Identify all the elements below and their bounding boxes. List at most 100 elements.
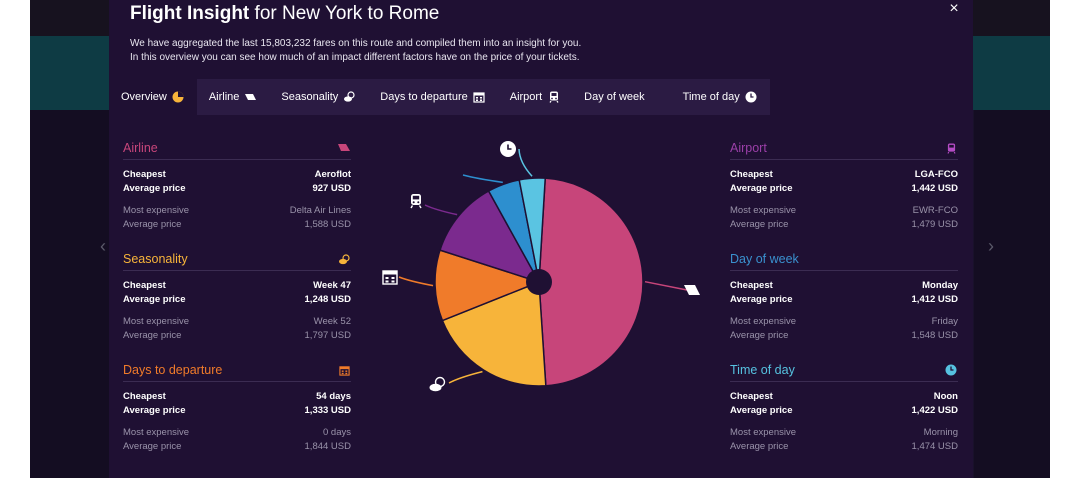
tab-day-of-week[interactable]: Day of week (572, 79, 671, 115)
background-right-panel (974, 110, 1050, 478)
section-header: Time of day (730, 359, 958, 382)
airplane-icon (684, 285, 700, 295)
cheapest-price-row: Average price 1,333 USD (123, 404, 351, 418)
expensive-block: Most expensive Week 52 Average price 1,797… (123, 315, 351, 343)
pie-leader-day-of-week (462, 174, 503, 184)
cheapest-row: Cheapest Noon (730, 390, 958, 404)
chevron-right-icon[interactable]: › (988, 236, 994, 256)
cheapest-block: Cheapest Aeroflot Average price 927 USD (123, 168, 351, 196)
label: Average price (123, 219, 182, 230)
label: Most expensive (730, 427, 797, 438)
expensive-block: Most expensive Delta Air Lines Average pr… (123, 204, 351, 232)
label: Average price (730, 405, 793, 416)
pie-leader-seasonality (448, 370, 483, 384)
price-factor-pie-chart[interactable] (369, 115, 709, 478)
tab-seasonality[interactable]: Seasonality (269, 79, 368, 115)
expensive-row: Most expensive Friday (730, 315, 958, 329)
modal-header: Flight Insight for New York to Rome × We… (109, 0, 973, 120)
value: 1,548 USD (911, 330, 958, 341)
label: Average price (123, 441, 182, 452)
value: Monday (922, 280, 958, 291)
cheapest-price-row: Average price 927 USD (123, 182, 351, 196)
tab-label: Overview (121, 91, 167, 103)
cheapest-price-row: Average price 1,412 USD (730, 293, 958, 307)
tab-label: Airline (208, 91, 240, 103)
section-day-of-week: Day of week Cheapest Monday Average price… (730, 248, 958, 343)
value: 1,797 USD (304, 330, 351, 341)
value: Week 47 (313, 280, 351, 291)
cheapest-block: Cheapest Monday Average price 1,412 USD (730, 279, 958, 307)
tab-bar: Overview Airline Seasonality Days to dep… (109, 79, 770, 115)
description-line-1: We have aggregated the last 15,803,232 f… (130, 38, 582, 49)
train-icon (410, 194, 422, 209)
label: Cheapest (123, 280, 166, 291)
pie-slice-airline[interactable] (538, 177, 644, 387)
pie-center-hole (526, 269, 552, 295)
expensive-block: Most expensive Morning Average price 1,474… (730, 426, 958, 454)
close-icon[interactable]: × (949, 0, 959, 17)
train-icon (547, 91, 560, 104)
value: 1,844 USD (304, 441, 351, 452)
value: 1,422 USD (911, 405, 958, 416)
tab-overview[interactable]: Overview (109, 79, 197, 115)
pie-slice-days-to-departure[interactable] (434, 249, 542, 322)
value: 1,479 USD (911, 219, 958, 230)
value: 1,442 USD (911, 183, 958, 194)
pie-slice-time-of-day[interactable] (518, 177, 547, 283)
tab-days-to-departure[interactable]: Days to departure (368, 79, 497, 115)
cheapest-block: Cheapest 54 days Average price 1,333 USD (123, 390, 351, 418)
pie-leader-airline (644, 280, 688, 291)
train-icon (944, 141, 958, 155)
value: Noon (933, 391, 958, 402)
label: Average price (123, 294, 186, 305)
pie-slice-seasonality[interactable] (441, 280, 547, 387)
chevron-left-icon[interactable]: ‹ (100, 236, 106, 256)
tab-label: Seasonality (281, 91, 339, 103)
description-line-2: In this overview you can see how much of… (130, 52, 580, 63)
value: 1,474 USD (911, 441, 958, 452)
pie-slice-airport[interactable] (439, 189, 541, 284)
value: EWR-FCO (912, 205, 958, 216)
value: 54 days (316, 391, 351, 402)
tab-label: Day of week (584, 91, 645, 103)
expensive-block: Most expensive 0 days Average price 1,844 … (123, 426, 351, 454)
section-header: Day of week (730, 248, 958, 271)
weather-icon (337, 252, 351, 266)
tab-airline[interactable]: Airline (197, 79, 270, 115)
expensive-price-row: Average price 1,797 USD (123, 329, 351, 343)
label: Most expensive (123, 427, 190, 438)
expensive-block: Most expensive Friday Average price 1,548 … (730, 315, 958, 343)
section-header: Airport (730, 137, 958, 160)
label: Average price (730, 183, 793, 194)
calendar-icon (473, 91, 486, 104)
expensive-price-row: Average price 1,844 USD (123, 440, 351, 454)
expensive-price-row: Average price 1,548 USD (730, 329, 958, 343)
tab-time-of-day[interactable]: Time of day (671, 79, 770, 115)
cheapest-price-row: Average price 1,422 USD (730, 404, 958, 418)
value: Delta Air Lines (289, 205, 351, 216)
value: 0 days (323, 427, 351, 438)
label: Average price (123, 330, 182, 341)
clock-icon (944, 363, 958, 377)
modal-title: Flight Insight for New York to Rome (130, 3, 439, 25)
label: Average price (730, 294, 793, 305)
cheapest-row: Cheapest Week 47 (123, 279, 351, 293)
background-left-panel (30, 110, 110, 478)
tab-airport[interactable]: Airport (498, 79, 572, 115)
modal-description: We have aggregated the last 15,803,232 f… (130, 37, 750, 65)
expensive-price-row: Average price 1,588 USD (123, 218, 351, 232)
value: Aeroflot (314, 169, 351, 180)
expensive-row: Most expensive Week 52 (123, 315, 351, 329)
section-days-to-departure: Days to departure Cheapest 54 days Averag… (123, 359, 351, 454)
label: Most expensive (730, 205, 797, 216)
value: 1,333 USD (304, 405, 351, 416)
cheapest-row: Cheapest 54 days (123, 390, 351, 404)
section-header: Airline (123, 137, 351, 160)
section-seasonality: Seasonality Cheapest Week 47 Average pric… (123, 248, 351, 343)
section-title: Day of week (730, 252, 799, 266)
label: Cheapest (730, 391, 773, 402)
value: 1,412 USD (911, 294, 958, 305)
clock-icon (500, 141, 516, 157)
airplane-icon (337, 141, 351, 155)
pie-chart-icon (172, 91, 185, 104)
